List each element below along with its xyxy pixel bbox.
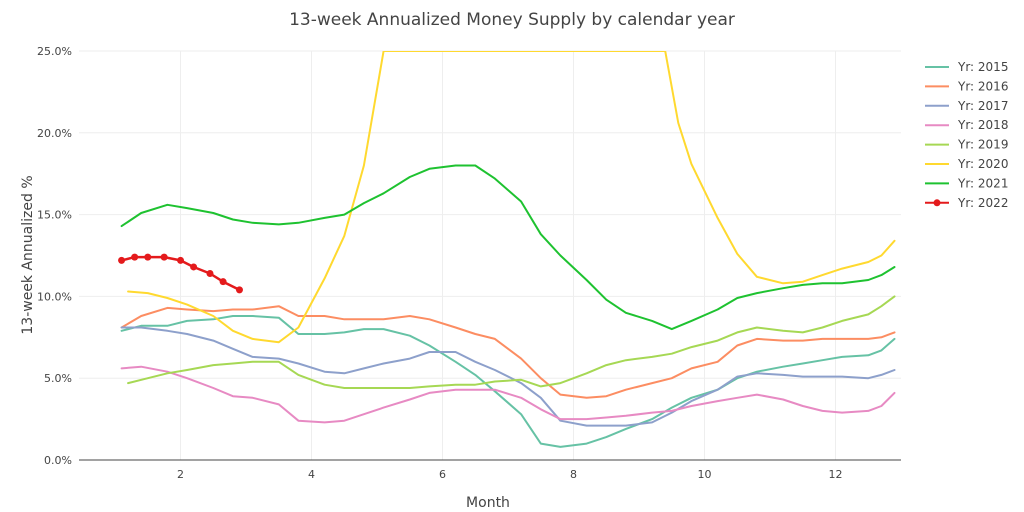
series-line-yr-2017[interactable] [120, 326, 896, 427]
y-axis: 0.0% 5.0% 10.0% 15.0% 20.0% 25.0% [37, 45, 72, 467]
series-line-yr-2021[interactable] [120, 164, 896, 331]
data-point-yr-2022[interactable] [206, 269, 214, 277]
data-point-yr-2022[interactable] [235, 286, 243, 294]
x-tick-label: 12 [829, 468, 843, 481]
legend-item-yr-2020[interactable]: Yr: 2020 [925, 157, 1008, 171]
legend-label: Yr: 2020 [957, 157, 1008, 171]
series-yr-2021[interactable] [120, 164, 896, 331]
x-axis: 2 4 6 8 10 12 [177, 468, 842, 481]
series-yr-2015[interactable] [120, 315, 896, 448]
data-point-yr-2022[interactable] [118, 256, 126, 264]
data-point-yr-2022[interactable] [131, 253, 139, 261]
y-tick-label: 0.0% [44, 454, 72, 467]
series-line-yr-2019[interactable] [127, 295, 896, 389]
data-point-yr-2022[interactable] [219, 278, 227, 286]
y-tick-label: 10.0% [37, 290, 72, 303]
plot-area[interactable] [118, 51, 896, 448]
y-tick-label: 15.0% [37, 209, 72, 222]
x-tick-label: 8 [570, 468, 577, 481]
data-point-yr-2022[interactable] [144, 253, 152, 261]
legend-item-yr-2016[interactable]: Yr: 2016 [925, 79, 1008, 93]
legend-item-yr-2021[interactable]: Yr: 2021 [925, 176, 1008, 190]
legend-label: Yr: 2015 [957, 60, 1008, 74]
data-point-yr-2022[interactable] [190, 263, 198, 271]
legend-item-yr-2015[interactable]: Yr: 2015 [925, 60, 1008, 74]
legend-item-yr-2022[interactable]: Yr: 2022 [925, 196, 1008, 210]
legend-label: Yr: 2016 [957, 79, 1008, 93]
series-line-yr-2015[interactable] [120, 315, 896, 448]
series-line-yr-2020[interactable] [127, 51, 896, 344]
legend-marker [933, 199, 941, 207]
series-yr-2019[interactable] [127, 295, 896, 389]
x-axis-title: Month [466, 495, 510, 511]
legend-item-yr-2019[interactable]: Yr: 2019 [925, 138, 1008, 152]
chart-title: 13-week Annualized Money Supply by calen… [289, 10, 735, 30]
legend[interactable]: Yr: 2015 Yr: 2016 Yr: 2017 Yr: 2018 Yr: 2019… [925, 60, 1008, 210]
legend-item-yr-2018[interactable]: Yr: 2018 [925, 118, 1008, 132]
y-tick-label: 5.0% [44, 372, 72, 385]
data-point-yr-2022[interactable] [160, 253, 168, 261]
series-yr-2018[interactable] [120, 365, 896, 424]
series-yr-2016[interactable] [120, 305, 896, 399]
legend-label: Yr: 2018 [957, 118, 1008, 132]
series-yr-2020[interactable] [127, 51, 896, 344]
series-line-yr-2016[interactable] [120, 305, 896, 399]
series-line-yr-2018[interactable] [120, 365, 896, 424]
data-point-yr-2022[interactable] [177, 256, 185, 264]
legend-label: Yr: 2019 [957, 138, 1008, 152]
y-tick-label: 20.0% [37, 127, 72, 140]
y-tick-label: 25.0% [37, 45, 72, 58]
x-tick-label: 10 [698, 468, 712, 481]
legend-item-yr-2017[interactable]: Yr: 2017 [925, 99, 1008, 113]
legend-label: Yr: 2017 [957, 99, 1008, 113]
x-tick-label: 2 [177, 468, 184, 481]
legend-label: Yr: 2021 [957, 176, 1008, 190]
x-tick-label: 4 [308, 468, 315, 481]
legend-label: Yr: 2022 [957, 196, 1008, 210]
x-tick-label: 6 [439, 468, 446, 481]
series-yr-2017[interactable] [120, 326, 896, 427]
series-yr-2022[interactable] [118, 253, 243, 294]
y-axis-title: 13-week Annualized % [20, 175, 36, 334]
